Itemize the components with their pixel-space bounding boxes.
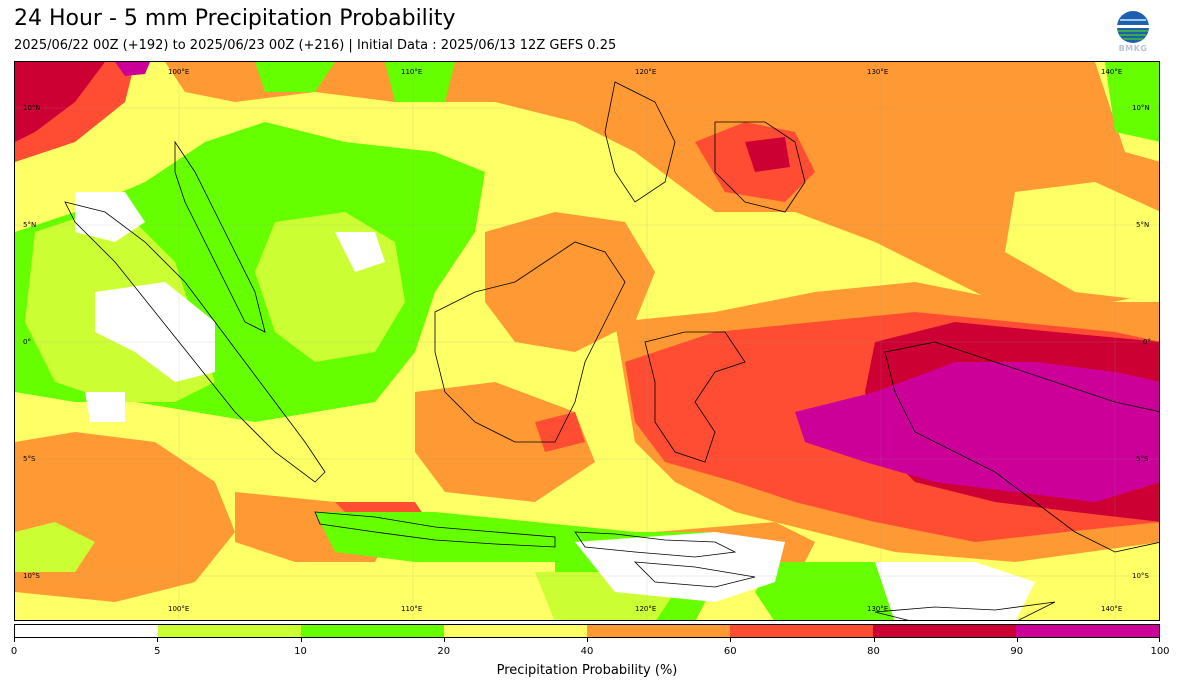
lon-label-140e-top: 140°E [1101,68,1123,76]
colorbar-segment [158,625,301,637]
lat-label-5n-right: 5°N [1136,221,1150,229]
colorbar-tick-label: 0 [10,646,18,657]
lon-label-110e-bottom: 110°E [401,605,423,613]
lon-label-110e-top: 110°E [401,68,423,76]
colorbar-tick [1016,638,1018,642]
lat-label-5s-right: 5°S [1136,455,1149,463]
chart-title: 24 Hour - 5 mm Precipitation Probability [14,6,456,31]
lat-label-5n-left: 5°N [23,221,37,229]
precipitation-map: 100°E 110°E 120°E 130°E 140°E 100°E 110°… [14,61,1160,621]
colorbar-tick [300,638,302,642]
colorbar-tick [730,638,732,642]
lat-label-5s-left: 5°S [23,455,36,463]
colorbar-tick-label: 20 [437,646,451,657]
chart-subtitle: 2025/06/22 00Z (+192) to 2025/06/23 00Z … [14,38,617,53]
colorbar-segment [301,625,444,637]
colorbar-title: Precipitation Probability (%) [496,663,678,678]
lon-label-130e-top: 130°E [867,68,889,76]
probability-field [15,62,1159,620]
colorbar-tick-label: 100 [1150,646,1170,657]
lat-label-10n-right: 10°N [1132,104,1150,112]
lon-label-140e-bottom: 140°E [1101,605,1123,613]
colorbar-tick-label: 10 [294,646,307,657]
lat-label-0-right: 0° [1143,338,1151,346]
lon-label-120e-top: 120°E [635,68,657,76]
logo-text: BMKG [1118,44,1148,53]
colorbar-tick [587,638,588,642]
colorbar-tick-label: 40 [580,646,594,657]
colorbar-tick [14,638,15,642]
colorbar-tick [443,638,445,642]
colorbar-tick [873,638,875,642]
colorbar-tick [1159,638,1160,642]
colorbar-tick [157,638,159,642]
lat-label-10n-left: 10°N [23,104,41,112]
lon-label-100e-bottom: 100°E [168,605,190,613]
lon-label-100e-top: 100°E [168,68,190,76]
lat-label-10s-left: 10°S [23,572,40,580]
colorbar-tick-label: 5 [154,646,161,657]
colorbar-segment [1016,625,1159,637]
colorbar [14,624,1160,638]
colorbar-segment [873,625,1016,637]
lat-label-0-left: 0° [23,338,31,346]
colorbar-segment [730,625,873,637]
lat-label-10s-right: 10°S [1132,572,1149,580]
colorbar-segment [587,625,730,637]
colorbar-tick-label: 80 [867,646,880,657]
lon-label-120e-bottom: 120°E [635,605,657,613]
colorbar-tick-label: 90 [1010,646,1024,657]
bmkg-logo-icon [1117,11,1149,43]
colorbar-tick-label: 60 [723,646,737,657]
colorbar-segment [15,625,158,637]
colorbar-segment [444,625,587,637]
lon-label-130e-bottom: 130°E [867,605,889,613]
